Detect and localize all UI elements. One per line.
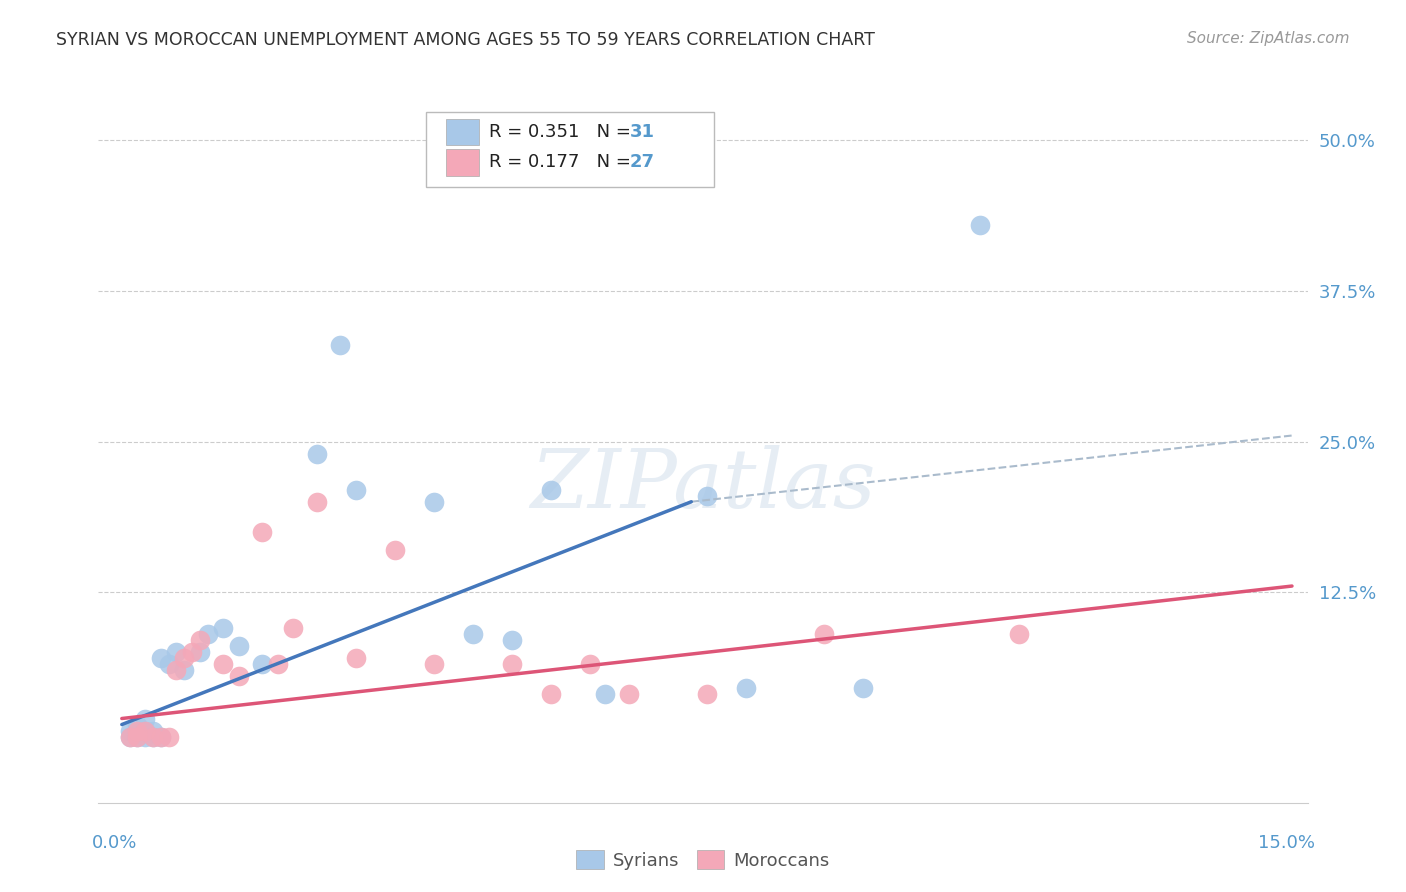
Point — [969, 218, 991, 232]
Point — [127, 730, 149, 744]
Text: R = 0.351   N =: R = 0.351 N = — [489, 123, 637, 141]
Point — [118, 730, 141, 744]
Point — [252, 524, 274, 539]
Point — [696, 489, 718, 503]
Point — [157, 730, 180, 744]
Point — [813, 627, 835, 641]
Point — [165, 645, 187, 659]
Point — [142, 730, 165, 744]
Point — [540, 687, 562, 701]
Point — [127, 723, 149, 738]
Point — [118, 730, 141, 744]
Point — [735, 681, 758, 696]
Point — [283, 621, 305, 635]
Legend: Syrians, Moroccans: Syrians, Moroccans — [569, 843, 837, 877]
Text: R = 0.177   N =: R = 0.177 N = — [489, 153, 637, 171]
Point — [305, 447, 328, 461]
Text: 31: 31 — [630, 123, 655, 141]
Point — [344, 651, 367, 665]
Point — [852, 681, 875, 696]
Point — [461, 627, 484, 641]
Point — [252, 657, 274, 672]
Point — [212, 657, 235, 672]
Point — [423, 494, 446, 508]
Point — [579, 657, 602, 672]
Point — [165, 664, 187, 678]
Point — [305, 494, 328, 508]
Point — [423, 657, 446, 672]
Point — [501, 633, 523, 648]
Text: 27: 27 — [630, 153, 655, 171]
Point — [212, 621, 235, 635]
Point — [142, 723, 165, 738]
Point — [197, 627, 219, 641]
Point — [617, 687, 640, 701]
Point — [595, 687, 617, 701]
Point — [228, 669, 250, 683]
Point — [118, 723, 141, 738]
Text: Source: ZipAtlas.com: Source: ZipAtlas.com — [1187, 31, 1350, 46]
Text: ZIPatlas: ZIPatlas — [530, 445, 876, 524]
Point — [696, 687, 718, 701]
Point — [127, 730, 149, 744]
Point — [127, 717, 149, 731]
Text: SYRIAN VS MOROCCAN UNEMPLOYMENT AMONG AGES 55 TO 59 YEARS CORRELATION CHART: SYRIAN VS MOROCCAN UNEMPLOYMENT AMONG AG… — [56, 31, 875, 49]
Point — [540, 483, 562, 497]
Point — [149, 651, 172, 665]
Point — [1008, 627, 1031, 641]
Point — [134, 712, 156, 726]
Point — [267, 657, 290, 672]
Point — [188, 645, 211, 659]
Point — [134, 730, 156, 744]
Point — [501, 657, 523, 672]
Point — [157, 657, 180, 672]
Point — [142, 730, 165, 744]
Point — [173, 651, 195, 665]
Point — [181, 645, 204, 659]
Point — [228, 639, 250, 653]
Point — [134, 723, 156, 738]
Text: 0.0%: 0.0% — [91, 834, 136, 852]
Point — [329, 338, 352, 352]
Point — [149, 730, 172, 744]
Point — [344, 483, 367, 497]
Point — [173, 664, 195, 678]
Point — [384, 542, 406, 557]
Point — [134, 723, 156, 738]
Point — [188, 633, 211, 648]
Point — [149, 730, 172, 744]
Text: 15.0%: 15.0% — [1257, 834, 1315, 852]
